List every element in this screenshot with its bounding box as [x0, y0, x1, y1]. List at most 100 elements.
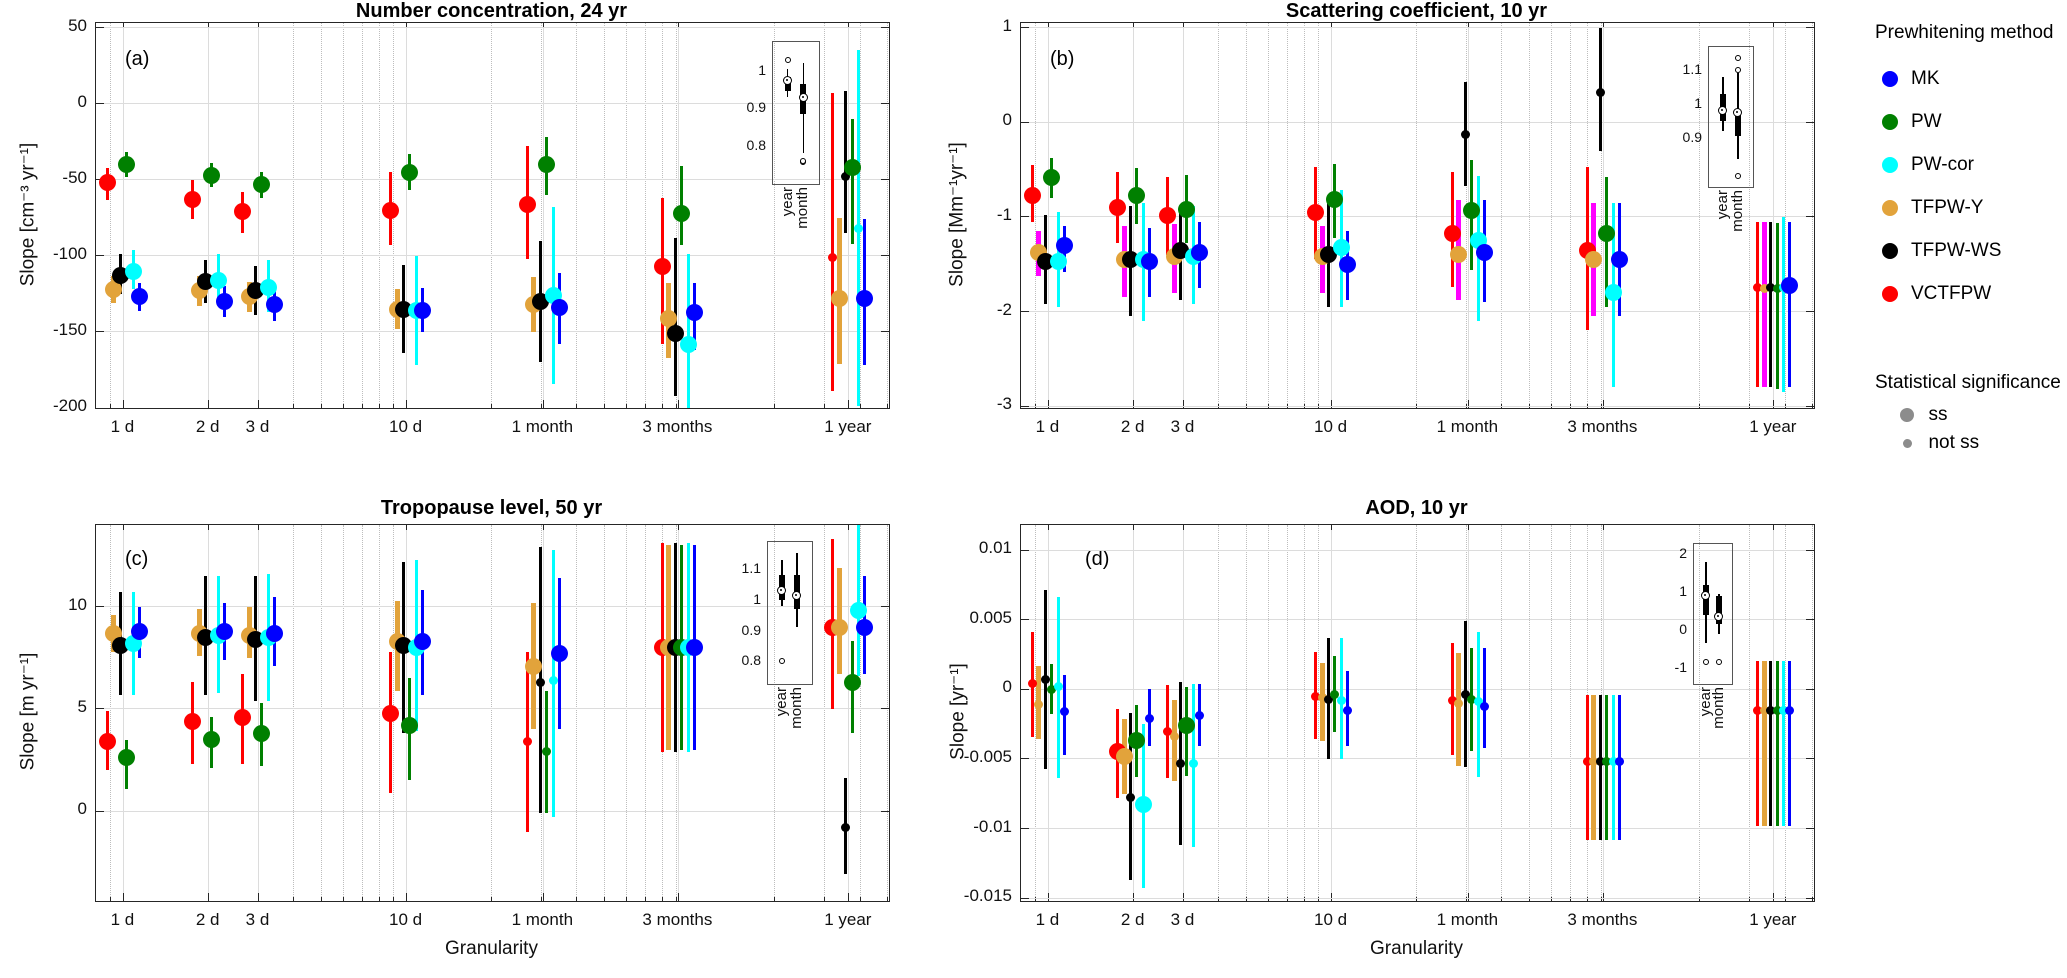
ss-marker-icon — [1900, 408, 1914, 422]
data-point-PW-cor — [1473, 697, 1483, 707]
inset-x-label: month — [787, 687, 805, 729]
minor-gridline — [1268, 525, 1270, 901]
x-tick-label: 3 months — [642, 910, 713, 929]
data-point-PW — [538, 156, 556, 174]
inset-median-marker — [1714, 612, 1724, 622]
legend-item-TFPW-Y: TFPW-Y — [1882, 197, 1983, 219]
legend-item-PW: PW — [1882, 111, 1942, 133]
x-tick-top — [1331, 23, 1333, 28]
inset-median-dot — [1736, 111, 1739, 114]
x-tick-label: 3 months — [1567, 417, 1638, 436]
x-tick-label: 1 month — [511, 417, 574, 436]
y-tick-label: -0.01 — [973, 816, 1012, 836]
data-point-MK — [550, 645, 568, 663]
x-minor-tick — [1749, 897, 1751, 901]
inset-outlier-marker — [1715, 659, 1722, 666]
inset-y-tick-label: 0.9 — [1682, 129, 1702, 146]
minor-gridline — [1416, 525, 1418, 901]
error-bar-VCTFPW — [1756, 221, 1760, 388]
data-point-MK — [414, 302, 432, 320]
data-point-PW — [1598, 225, 1616, 243]
x-minor-tick — [645, 404, 647, 408]
error-bar-PW — [1605, 694, 1609, 840]
minor-gridline — [603, 23, 605, 408]
data-point-VCTFPW — [234, 708, 251, 726]
inset-outlier-marker — [1734, 172, 1741, 179]
data-point-PW — [1463, 201, 1481, 219]
data-point-TFPW-WS — [1171, 242, 1189, 260]
x-minor-tick — [1268, 897, 1270, 901]
legend-item-label: PW — [1911, 111, 1942, 132]
x-minor-tick — [343, 897, 345, 901]
y-tick-label: 10 — [68, 594, 87, 614]
data-point-PW-cor — [1332, 238, 1350, 256]
minor-gridline — [859, 23, 861, 408]
data-point-MK — [856, 618, 874, 636]
y-tick-label: 0 — [77, 799, 87, 819]
y-gridline — [1021, 758, 1814, 760]
minor-gridline — [1416, 23, 1418, 408]
x-tick — [1047, 893, 1049, 901]
not-ss-marker-icon — [1903, 438, 1912, 448]
major-gridline — [406, 525, 408, 901]
x-tick-top — [1183, 525, 1184, 530]
y-tick — [1021, 549, 1029, 551]
minor-gridline — [576, 23, 578, 408]
data-point-TFPW-WS — [246, 630, 264, 648]
minor-gridline — [109, 23, 111, 408]
x-minor-tick — [378, 404, 380, 408]
minor-gridline — [362, 23, 364, 408]
y-tick — [96, 606, 104, 608]
legend-item-label: VCTFPW — [1911, 283, 1992, 304]
error-bar-PW — [850, 118, 854, 244]
major-gridline — [542, 23, 544, 408]
inset-y-tick-label: 1 — [753, 590, 761, 607]
panel-d-letter: (d) — [1085, 548, 1110, 570]
inset-x-label: month — [794, 187, 812, 229]
error-bar-MK — [1482, 647, 1486, 748]
x-tick-label: 1 month — [1436, 417, 1499, 436]
y-tick-right — [881, 255, 889, 257]
x-minor-tick — [1416, 897, 1418, 901]
x-minor-tick — [1034, 897, 1036, 901]
x-tick-top — [1047, 23, 1049, 28]
inset-median-dot — [786, 78, 789, 81]
inset-y-tick-label: 0.9 — [746, 99, 766, 116]
inset-x-label: month — [1709, 687, 1727, 729]
x-minor-tick — [362, 404, 364, 408]
y-tick-right — [1806, 897, 1814, 899]
data-point-VCTFPW — [522, 737, 532, 747]
x-tick-label: 1 year — [1749, 910, 1797, 929]
minor-gridline — [1699, 525, 1701, 901]
y-tick — [96, 255, 104, 257]
inset-box — [1708, 46, 1754, 188]
minor-gridline — [1570, 525, 1572, 901]
error-bar-VCTFPW — [831, 93, 835, 392]
y-tick-label: -150 — [52, 319, 87, 339]
inset-y-tick-label: 0.9 — [741, 621, 761, 638]
minor-gridline — [603, 525, 605, 901]
data-point-PW-cor — [1053, 682, 1063, 692]
x-tick-label: 10 d — [1313, 417, 1348, 436]
inset-outlier-marker — [800, 157, 807, 164]
major-gridline — [848, 23, 850, 408]
data-point-TFPW-WS — [1595, 87, 1605, 97]
legend-item-label: MK — [1911, 68, 1940, 89]
y-tick-right — [1806, 121, 1814, 123]
x-minor-tick — [109, 897, 111, 901]
data-point-PW — [1128, 732, 1146, 750]
data-point-TFPW-WS — [394, 637, 412, 655]
y-tick-right — [1806, 311, 1814, 312]
y-gridline — [96, 331, 889, 333]
legend-ss-label: ss — [1928, 404, 1948, 425]
error-bar-TFPW-Y — [1761, 661, 1767, 826]
x-minor-tick — [859, 404, 861, 408]
legend-item-label: TFPW-Y — [1911, 197, 1984, 218]
x-minor-tick — [541, 897, 543, 901]
legend-item-label: PW-cor — [1911, 154, 1974, 175]
data-point-VCTFPW — [382, 704, 400, 722]
x-tick — [1773, 893, 1775, 901]
inset-median-marker — [798, 92, 808, 102]
major-gridline — [1773, 23, 1775, 408]
minor-gridline — [1287, 23, 1289, 408]
